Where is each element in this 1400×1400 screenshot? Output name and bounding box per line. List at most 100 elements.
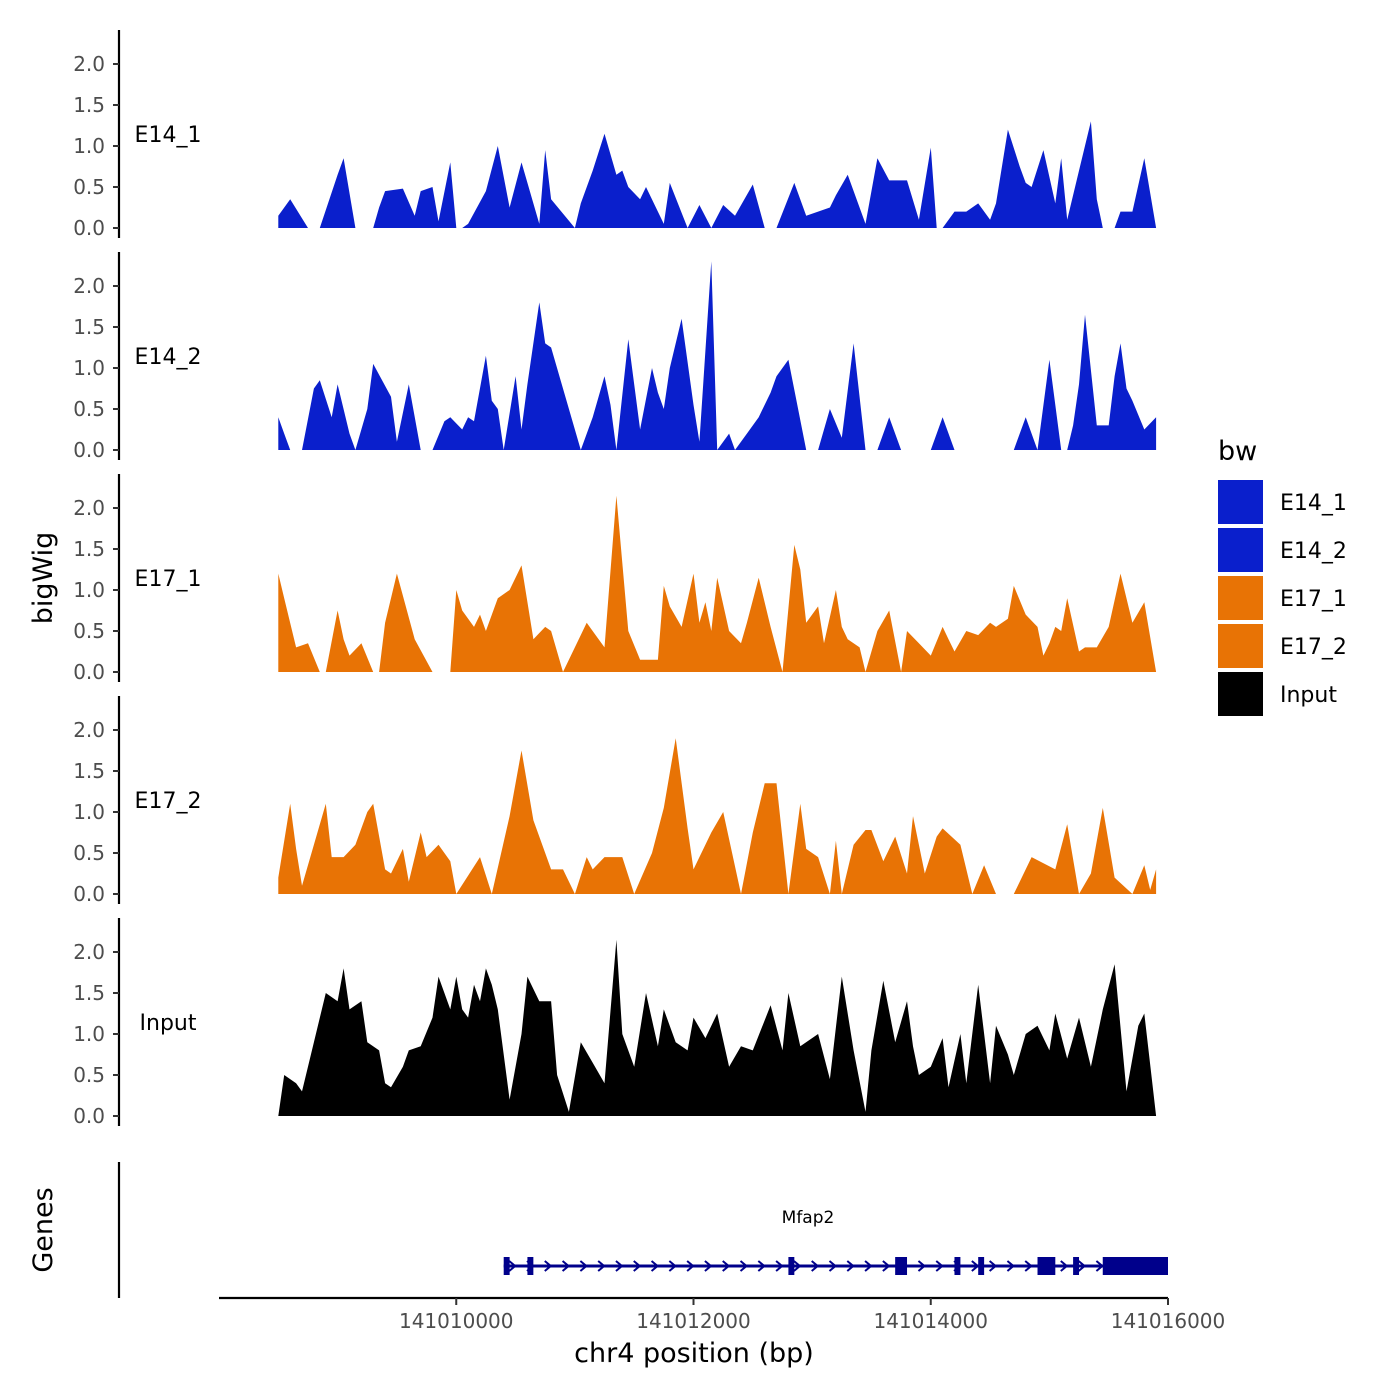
strand-arrow [971,1260,980,1272]
y-tick-label: 0.5 [73,619,105,643]
legend-label: Input [1280,683,1337,708]
y-tick-label: 2.0 [73,496,105,520]
legend-key [1218,528,1263,572]
legend-key [1218,576,1263,620]
strand-arrow [561,1260,571,1272]
track-label: E17_2 [135,789,202,814]
x-tick-label: 141010000 [399,1309,514,1333]
y-tick-label: 1.5 [73,315,105,339]
legend-key [1218,480,1263,524]
strand-arrow [917,1260,927,1272]
track-label: Input [140,1011,197,1036]
strand-arrow [739,1260,749,1272]
y-tick-label: 1.5 [73,759,105,783]
strand-arrow [650,1260,660,1272]
strand-arrow [615,1260,624,1272]
signal-area [278,738,1157,894]
gene-exon [788,1257,795,1275]
gene-exon [1102,1257,1168,1275]
strand-arrow [864,1260,873,1272]
x-tick-label: 141016000 [1111,1309,1226,1333]
strand-arrow [597,1260,606,1272]
gene-name-label: Mfap2 [782,1208,835,1228]
signal-tracks: 0.0 0.5 1.0 1.5 2.0 E14_1 0.0 0.5 1.0 1.5 2.0 E14_2… [73,30,1157,1128]
track-label: E14_2 [135,345,202,370]
gene-exon [954,1257,961,1275]
gene-exon [978,1257,985,1275]
y-tick-label: 0.0 [73,438,105,462]
track-e17-1: 0.0 0.5 1.0 1.5 2.0 E17_1 [73,474,1157,684]
y-tick-label: 0.5 [73,175,105,199]
y-tick-label: 0.0 [73,216,105,240]
strand-arrow [633,1260,642,1272]
signal-area [278,261,1157,450]
y-tick-label: 0.0 [73,882,105,906]
strand-arrow [1024,1260,1033,1272]
strand-arrow [757,1260,766,1272]
y-tick-label: 1.0 [73,578,105,602]
y-tick-label: 2.0 [73,274,105,298]
y-tick-label: 1.5 [73,537,105,561]
y-tick-label: 1.0 [73,800,105,824]
gene-exon [1037,1257,1056,1275]
strand-arrow [793,1260,802,1272]
strand-arrow [828,1260,838,1272]
gene-exon [503,1257,510,1275]
x-tick-label: 141012000 [636,1309,751,1333]
y-tick-label: 2.0 [73,718,105,742]
y-tick-label: 1.0 [73,134,105,158]
y-tick-label: 0.0 [73,1104,105,1128]
strand-arrow [988,1260,998,1272]
strand-arrow [722,1260,731,1272]
signal-area [278,495,1157,672]
x-axis: chr4 position (bp) 141010000 141012000 141… [219,1296,1226,1369]
y-axis-title: bigWig [28,532,59,625]
gene-track-panel: Genes Mfap2 [28,1162,1168,1298]
y-tick-label: 1.5 [73,981,105,1005]
legend-title: bw [1218,436,1257,467]
strand-arrow [508,1260,517,1272]
gene-exon [1073,1257,1080,1275]
strand-arrow [846,1260,855,1272]
y-tick-label: 1.5 [73,93,105,117]
gene-exon [527,1257,534,1275]
strand-arrow [811,1260,820,1272]
strand-arrow [579,1260,588,1272]
strand-arrow [935,1260,944,1272]
y-tick-label: 2.0 [73,52,105,76]
y-tick-label: 0.5 [73,397,105,421]
y-tick-label: 1.0 [73,1022,105,1046]
genes-axis-title: Genes [28,1187,59,1272]
x-tick-label: 141014000 [873,1309,988,1333]
strand-arrow [1077,1260,1087,1272]
strand-arrow [544,1260,553,1272]
y-tick-label: 2.0 [73,940,105,964]
strand-arrow [704,1260,713,1272]
x-axis-title: chr4 position (bp) [574,1338,814,1369]
y-tick-label: 0.5 [73,841,105,865]
y-tick-label: 0.5 [73,1063,105,1087]
strand-arrow [882,1260,891,1272]
legend-key [1218,672,1263,716]
legend-label: E17_2 [1280,635,1347,660]
signal-area [278,939,1157,1116]
track-e14-1: 0.0 0.5 1.0 1.5 2.0 E14_1 [73,30,1157,240]
track-label: E14_1 [135,123,202,148]
y-tick-label: 0.0 [73,660,105,684]
track-input: 0.0 0.5 1.0 1.5 2.0 Input [73,918,1157,1128]
track-e14-2: 0.0 0.5 1.0 1.5 2.0 E14_2 [73,252,1157,462]
strand-arrow [668,1260,677,1272]
gene-exon [895,1257,908,1275]
strand-arrow [1006,1260,1015,1272]
strand-arrow [1095,1260,1104,1272]
strand-arrow [686,1260,695,1272]
legend-label: E17_1 [1280,587,1347,612]
legend-label: E14_2 [1280,539,1347,564]
strand-arrow [1060,1260,1069,1272]
legend: bw E14_1 E14_2 E17_1 E17_2 Input [1218,436,1347,716]
legend-label: E14_1 [1280,491,1347,516]
strand-arrow [775,1260,784,1272]
track-e17-2: 0.0 0.5 1.0 1.5 2.0 E17_2 [73,696,1157,906]
y-tick-label: 1.0 [73,356,105,380]
